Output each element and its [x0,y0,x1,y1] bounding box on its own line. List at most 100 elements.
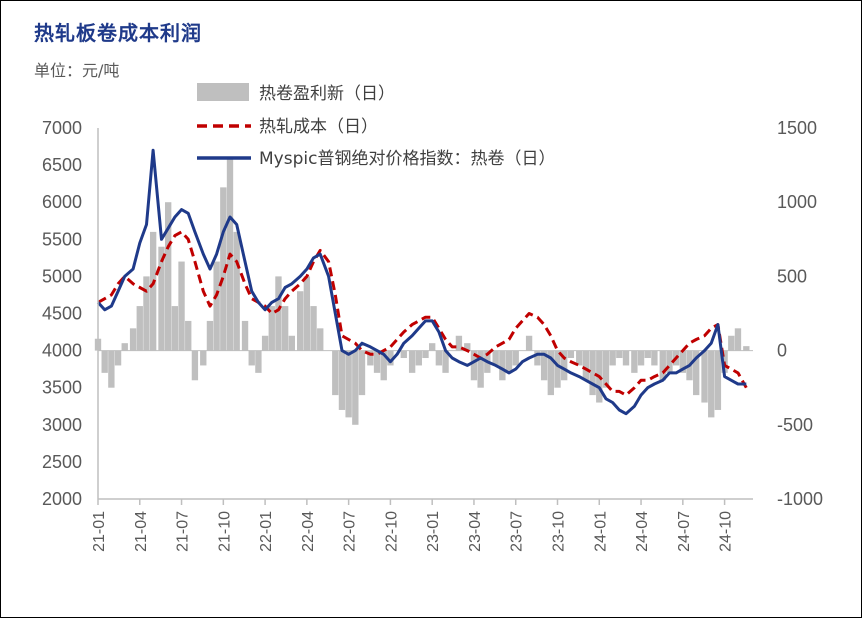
profit-bar [631,350,638,373]
legend-label-profit: 热卷盈利新（日） [259,84,395,104]
profit-bar [332,350,339,396]
profit-bar [158,246,165,351]
x-tick-label: 21-01 [91,511,108,552]
profit-bar [248,350,255,366]
left-tick-label: 4500 [42,304,82,324]
profit-bar [644,350,651,359]
profit-bar [149,231,157,351]
profit-bar [185,320,192,351]
profit-bar [261,335,269,351]
x-tick-label: 21-07 [175,511,192,552]
legend-label-cost: 热轧成本（日） [259,117,378,137]
axes [97,128,753,500]
profit-bar [477,350,484,388]
right-tick-label: 0 [777,341,787,361]
profit-bar [622,350,630,366]
profit-bar [129,328,137,351]
profit-bar [255,350,262,373]
index-line-series [96,148,747,416]
profit-bar [701,350,708,403]
profit-bar [693,350,700,396]
profit-bar [400,350,407,359]
profit-bar [734,328,742,351]
profit-bar [540,350,548,381]
x-tick-label: 24-04 [634,511,651,552]
profit-bar [464,343,471,351]
unit-label: 单位：元/吨 [34,61,120,80]
left-axis-ticks: 7000 6500 6000 5500 5000 4500 4000 3500 3000 2500… [42,118,82,509]
legend-label-index: Myspic普钢绝对价格指数：热卷（日） [259,149,555,169]
left-tick-label: 5500 [42,229,82,249]
profit-bar [380,350,387,381]
profit-bar [358,350,366,396]
profit-bar [108,350,115,388]
profit-bar [213,261,220,351]
left-tick-label: 7000 [42,118,82,138]
x-tick-label: 24-10 [718,511,735,552]
profit-bar [415,350,422,366]
left-tick-label: 2500 [42,452,82,472]
profit-bar [602,350,610,388]
right-tick-label: -1000 [777,489,823,509]
x-tick-label: 22-07 [342,511,359,552]
profit-bar [233,231,240,351]
x-axis-ticks: 21-01 21-04 21-07 21-10 22-01 22-04 22-07 22-10… [91,499,735,552]
right-tick-label: -500 [777,415,813,435]
profit-bar [165,202,172,351]
left-tick-label: 6500 [42,155,82,175]
profit-bar [429,343,436,351]
profit-bar [679,350,686,373]
profit-bar [241,320,249,351]
profit-bar [714,350,722,410]
profit-bar [512,350,519,366]
profit-bar [136,306,143,351]
x-tick-label: 21-04 [133,511,150,552]
profit-bar [547,350,554,396]
x-tick-label: 23-01 [425,511,442,552]
cost-line [97,230,748,397]
profit-bar [387,350,394,366]
profit-bar [422,350,429,359]
legend-swatch-profit [197,83,249,101]
profit-bar [281,306,289,351]
profit-bar [442,350,449,373]
profit-bar [200,350,207,366]
profit-bar [470,350,478,381]
left-tick-label: 6000 [42,192,82,212]
profit-bar [338,350,346,410]
profit-bar [303,276,311,351]
profit-bar [435,350,443,366]
profit-bar [275,276,282,351]
profit-bar [525,335,533,351]
profit-bar [367,350,374,366]
x-tick-label: 24-07 [676,511,693,552]
profit-bar [220,187,227,351]
profit-bar [352,350,359,425]
profit-bar [288,335,296,351]
profit-bar [206,320,214,351]
right-tick-label: 1000 [777,192,817,212]
left-tick-label: 3000 [42,415,82,435]
profit-bar [708,350,715,418]
profit-bar [616,350,623,359]
profit-bar [589,350,596,396]
x-tick-label: 22-01 [258,511,275,552]
chart-title: 热轧板卷成本利润 [34,21,202,45]
x-tick-label: 22-04 [300,511,317,552]
profit-bar [191,350,199,381]
profit-bar [345,350,352,418]
right-tick-label: 1500 [777,118,817,138]
cost-line-series [97,230,748,397]
profit-bar [492,350,499,366]
profit-bar [505,350,513,373]
profit-bar [373,350,381,373]
profit-bar [666,350,673,373]
profit-bar [297,291,304,351]
index-line [96,148,747,416]
x-tick-label: 24-01 [592,511,609,552]
profit-bar [637,350,645,366]
profit-bar [609,350,616,366]
right-tick-label: 500 [777,266,807,286]
